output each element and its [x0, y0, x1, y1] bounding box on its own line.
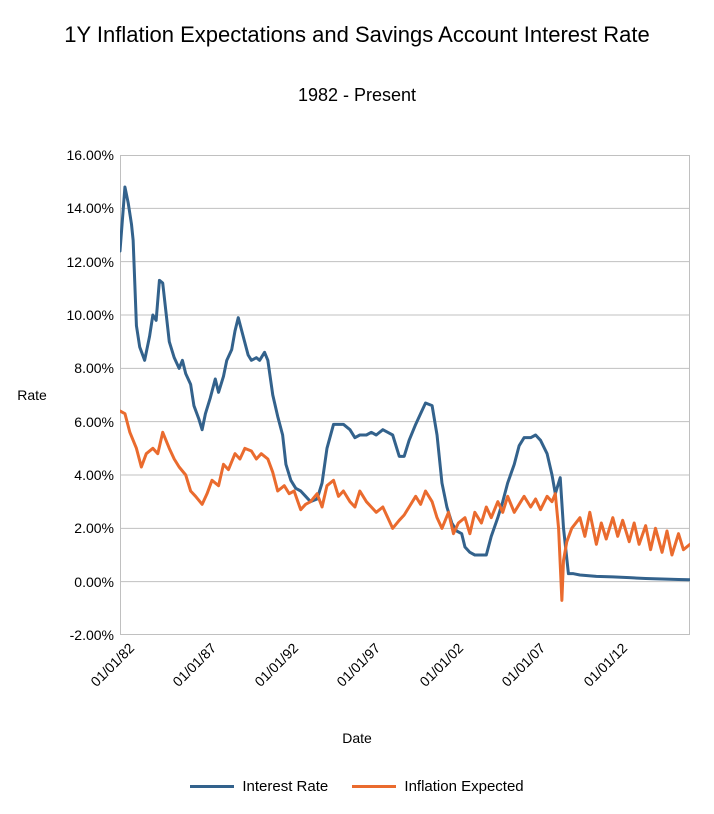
- y-tick-label: 14.00%: [67, 200, 114, 216]
- x-tick-label: 01/01/02: [416, 640, 466, 690]
- y-tick-label: 10.00%: [67, 307, 114, 323]
- y-tick-label: 4.00%: [74, 467, 114, 483]
- chart-legend: Interest Rate Inflation Expected: [0, 775, 714, 795]
- legend-label-inflation-expected: Inflation Expected: [404, 778, 523, 795]
- y-tick-label: 6.00%: [74, 414, 114, 430]
- y-tick-label: 0.00%: [74, 574, 114, 590]
- y-tick-label: 2.00%: [74, 520, 114, 536]
- legend-item-interest-rate: Interest Rate: [190, 778, 328, 795]
- x-tick-label: 01/01/07: [498, 640, 548, 690]
- legend-item-inflation-expected: Inflation Expected: [352, 778, 523, 795]
- chart-title: 1Y Inflation Expectations and Savings Ac…: [0, 22, 714, 48]
- x-tick-label: 01/01/82: [87, 640, 137, 690]
- x-tick-label: 01/01/92: [252, 640, 302, 690]
- y-tick-label: 8.00%: [74, 360, 114, 376]
- x-tick-label: 01/01/87: [169, 640, 219, 690]
- legend-label-interest-rate: Interest Rate: [242, 778, 328, 795]
- legend-swatch-inflation-expected: [352, 785, 396, 788]
- x-tick-label: 01/01/97: [334, 640, 384, 690]
- legend-swatch-interest-rate: [190, 785, 234, 788]
- y-tick-label: 16.00%: [67, 147, 114, 163]
- x-axis-title: Date: [0, 730, 714, 746]
- y-tick-label: -2.00%: [70, 627, 114, 643]
- chart-subtitle: 1982 - Present: [0, 85, 714, 106]
- y-tick-label: 12.00%: [67, 254, 114, 270]
- chart-plot: [120, 155, 690, 635]
- y-axis-title: Rate: [17, 387, 47, 403]
- x-tick-label: 01/01/12: [580, 640, 630, 690]
- chart-container: 1Y Inflation Expectations and Savings Ac…: [0, 0, 714, 814]
